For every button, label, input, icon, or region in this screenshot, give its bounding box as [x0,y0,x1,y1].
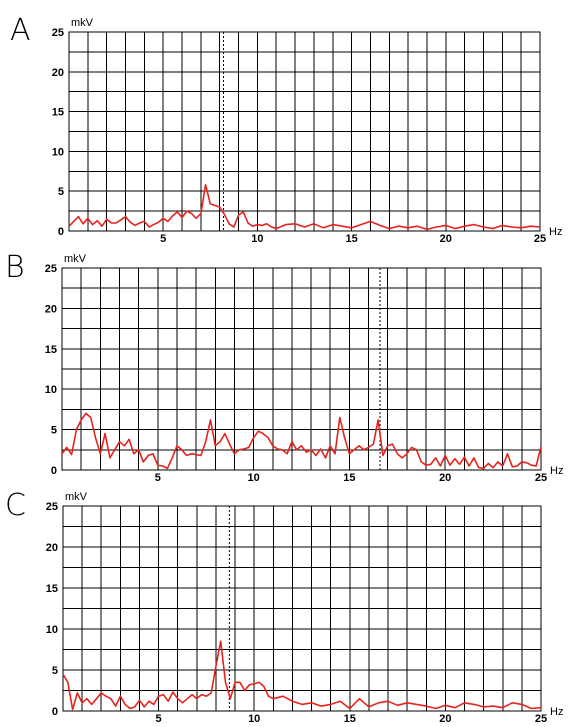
y-axis-label: mkV [64,253,87,265]
spectrum-line [62,640,542,711]
spectrum-line [61,412,542,470]
y-tick-label: 10 [52,146,64,158]
y-tick-label: 25 [52,27,64,39]
panel-a: A 0 5 10 15 20 25 5 10 15 20 25 mkV Hz [10,13,562,245]
x-tick-label: 20 [439,472,451,484]
x-tick-label: 5 [160,233,166,245]
y-tick-label: 10 [46,624,58,636]
x-tick-label: 15 [345,233,357,245]
y-tick-label: 20 [46,542,58,554]
x-tick-label: 15 [343,472,355,484]
y-tick-label: 20 [52,67,64,79]
x-tick-label: 10 [247,472,259,484]
x-tick-label: 20 [440,233,452,245]
panel-letter: A [10,13,31,48]
plot-frame [68,31,541,232]
x-tick-label: 20 [439,713,451,725]
y-tick-label: 15 [46,583,58,595]
y-axis-label: mkV [65,491,88,503]
grid [69,32,540,231]
x-axis-label: Hz [550,706,563,718]
x-tick-label: 25 [535,472,547,484]
grid [63,506,541,711]
x-tick-label: 25 [534,233,546,245]
y-tick-label: 0 [51,465,57,477]
y-tick-label: 15 [52,107,64,119]
y-tick-label: 5 [51,425,57,437]
x-axis-label: Hz [550,465,563,477]
panel-letter: B [5,250,25,285]
grid [62,268,541,470]
panel-letter: C [5,488,26,523]
panel-c: C 0 5 10 15 20 25 5 10 15 20 25 mkV Hz [5,488,563,725]
y-tick-label: 0 [52,706,58,718]
spectrum-line [68,184,541,231]
y-tick-label: 10 [45,384,57,396]
x-tick-label: 15 [344,713,356,725]
y-tick-label: 20 [45,303,57,315]
y-tick-label: 5 [58,186,64,198]
x-tick-label: 5 [156,713,162,725]
y-tick-label: 15 [45,344,57,356]
y-tick-label: 5 [52,665,58,677]
plot-frame [61,267,542,471]
y-tick-label: 25 [45,263,57,275]
plot-frame [62,505,542,712]
x-axis-label: Hz [549,226,562,238]
y-tick-label: 0 [58,226,64,238]
x-tick-label: 25 [535,713,547,725]
panel-b: B 0 5 10 15 20 25 5 10 15 20 25 mkV Hz [5,250,563,484]
x-tick-label: 5 [155,472,161,484]
x-tick-label: 10 [251,233,263,245]
x-tick-label: 10 [248,713,260,725]
y-axis-label: mkV [71,17,94,29]
y-tick-label: 25 [46,501,58,513]
